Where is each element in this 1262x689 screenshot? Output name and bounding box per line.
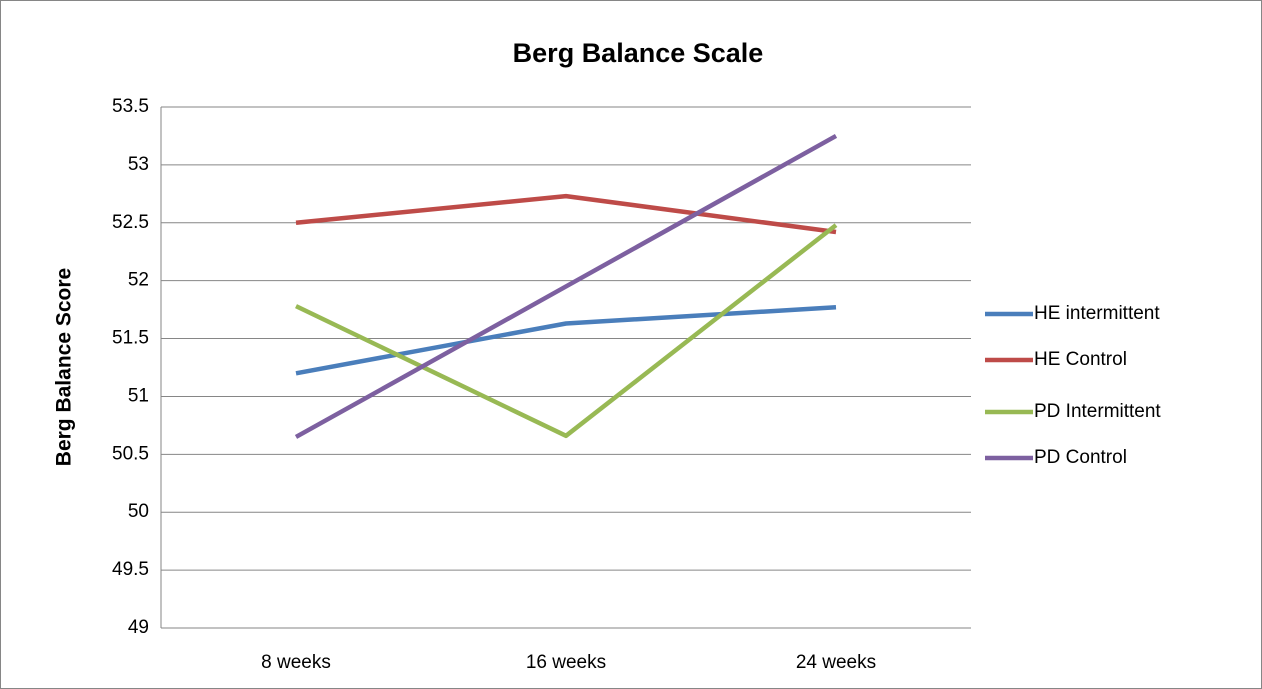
- y-tick-label: 53: [128, 154, 149, 175]
- legend-label: HE intermittent: [1034, 303, 1160, 324]
- y-tick-label: 52: [128, 270, 149, 291]
- y-tick-label: 49.5: [112, 559, 149, 580]
- x-tick-label: 16 weeks: [526, 652, 606, 673]
- series-line: [295, 223, 838, 439]
- chart-title: Berg Balance Scale: [513, 38, 764, 68]
- x-tick-label: 8 weeks: [261, 652, 331, 673]
- legend-label: PD Intermittent: [1034, 401, 1161, 422]
- y-tick-label: 49: [128, 617, 149, 638]
- y-tick-label: 52.5: [112, 212, 149, 233]
- legend-label: PD Control: [1034, 447, 1127, 468]
- series-line: [295, 193, 837, 235]
- y-tick-label: 51.5: [112, 328, 149, 349]
- x-tick-label: 24 weeks: [796, 652, 876, 673]
- series-line: [295, 305, 837, 376]
- legend-label: HE Control: [1034, 349, 1127, 370]
- y-tick-label: 50: [128, 501, 149, 522]
- y-tick-label: 50.5: [112, 443, 149, 464]
- y-tick-label: 51: [128, 385, 149, 406]
- y-axis-label: Berg Balance Score: [53, 268, 76, 466]
- series-line: [294, 133, 838, 439]
- y-tick-label: 53.5: [112, 96, 149, 117]
